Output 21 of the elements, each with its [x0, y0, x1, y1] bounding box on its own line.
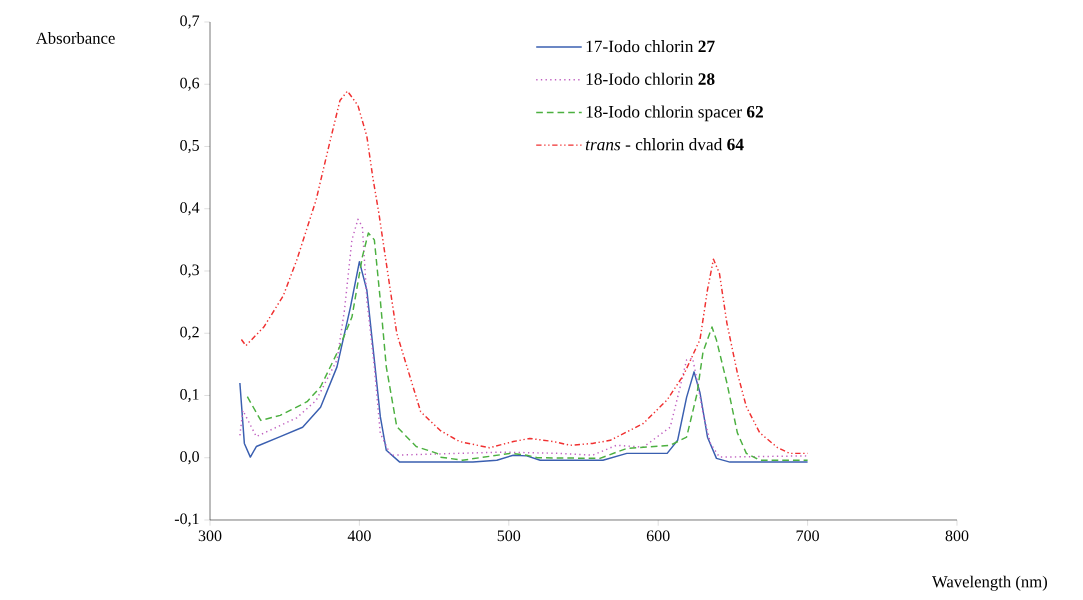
- legend-label: 18-Iodo chlorin spacer 62: [586, 105, 763, 122]
- y-tick-label: 0,6: [180, 77, 200, 91]
- y-tick-label: 0,4: [180, 202, 200, 216]
- x-tick-label: 300: [198, 530, 222, 542]
- legend-label: trans - chlorin dvad 64: [585, 138, 744, 151]
- x-tick-label: 700: [796, 530, 819, 542]
- x-tick-label: 800: [945, 530, 969, 542]
- y-tick-label: 0,1: [180, 388, 199, 403]
- x-tick-label: 500: [497, 530, 521, 542]
- legend-label: 17-Iodo chlorin 27: [586, 40, 715, 53]
- y-tick-label: 0,7: [180, 15, 200, 29]
- y-tick-label: 0,5: [180, 139, 199, 154]
- legend-label: 18-Iodo chlorin 28: [586, 72, 715, 85]
- y-tick-label: 0,0: [180, 451, 199, 465]
- y-tick-label: 0,2: [180, 326, 199, 340]
- y-axis-title: Absorbance: [35, 32, 115, 44]
- y-tick-label: 0,3: [180, 264, 199, 278]
- y-tick-label: -0,1: [174, 513, 199, 527]
- x-tick-label: 400: [347, 530, 371, 542]
- x-axis-title: Wavelength (nm): [932, 575, 1047, 591]
- x-tick-label: 600: [646, 530, 670, 542]
